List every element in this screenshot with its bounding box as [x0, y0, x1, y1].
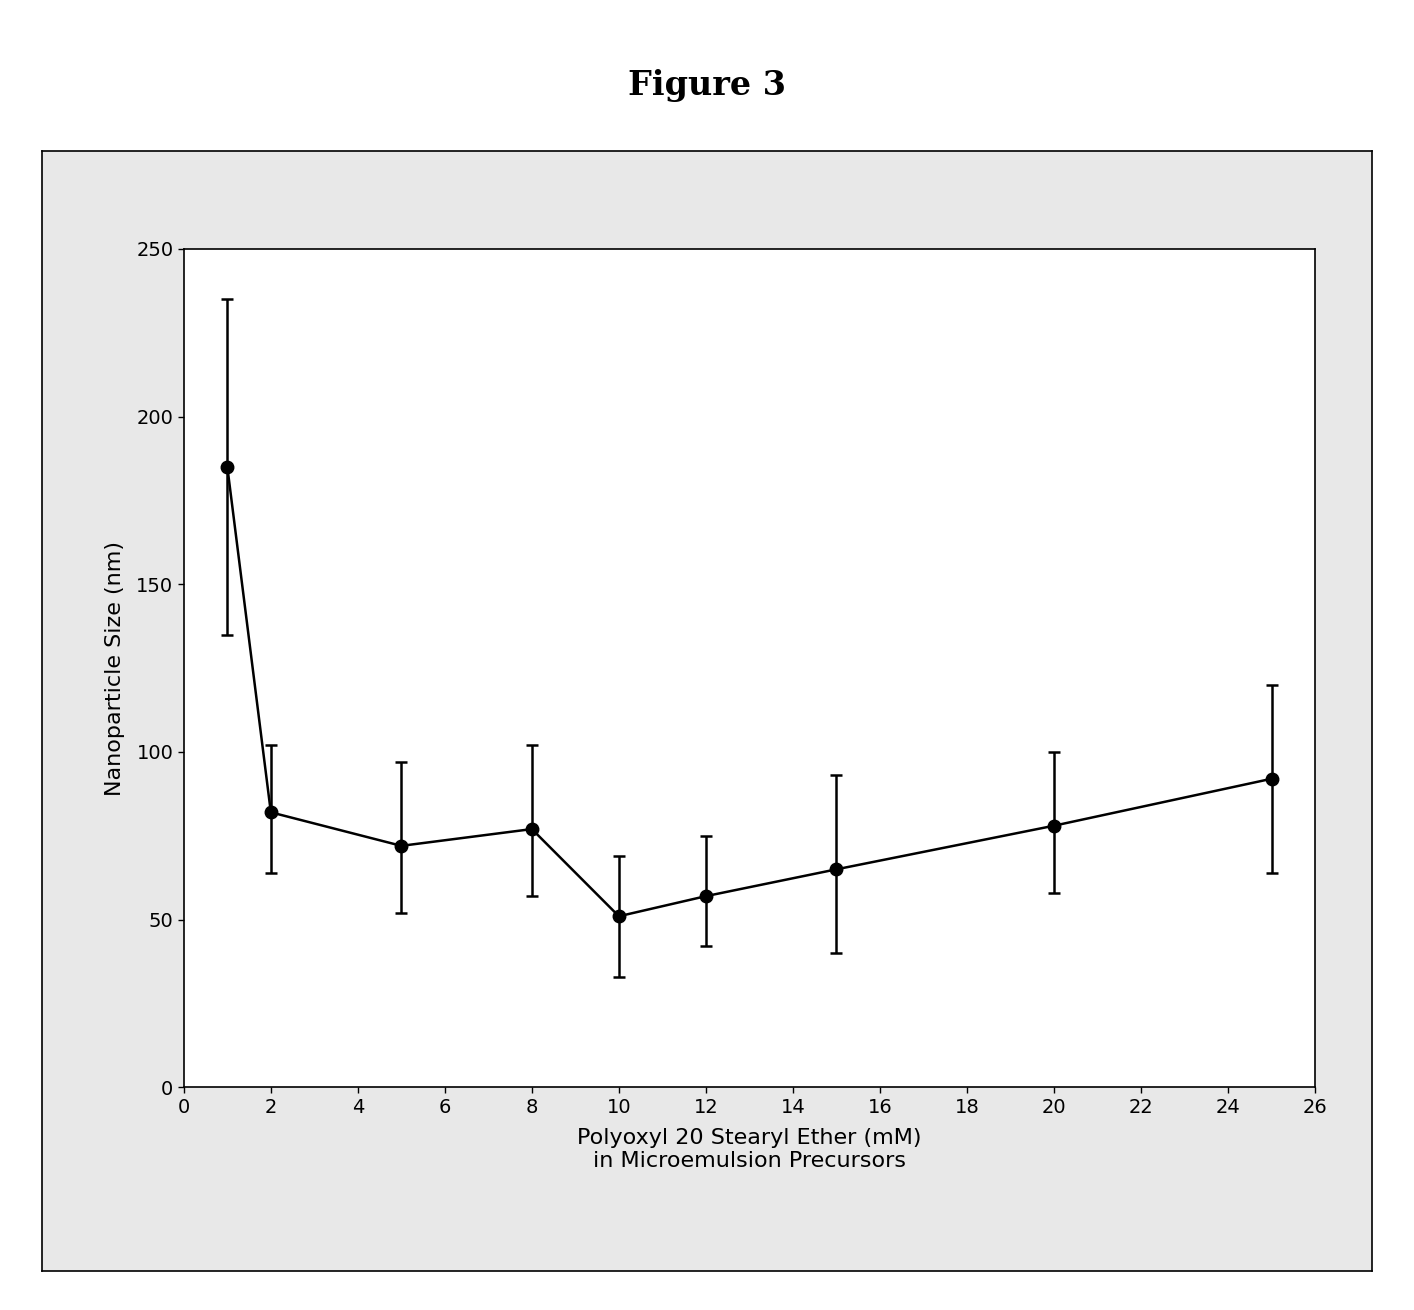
Y-axis label: Nanoparticle Size (nm): Nanoparticle Size (nm) [105, 541, 126, 795]
X-axis label: Polyoxyl 20 Stearyl Ether (mM)
in Microemulsion Precursors: Polyoxyl 20 Stearyl Ether (mM) in Microe… [577, 1128, 922, 1171]
Text: Figure 3: Figure 3 [628, 68, 786, 102]
